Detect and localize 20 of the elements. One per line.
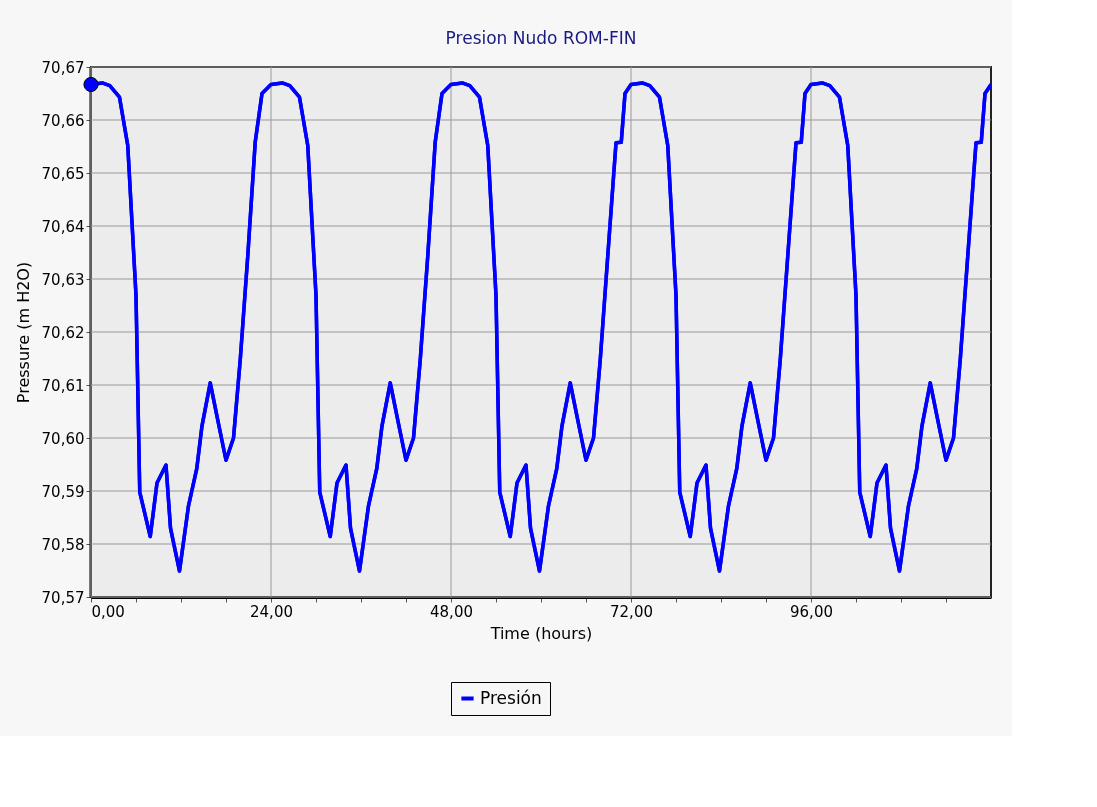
x-tick-label: 24,00	[250, 602, 293, 621]
x-tick-label: 48,00	[430, 602, 473, 621]
x-tick-label: 96,00	[790, 602, 833, 621]
y-axis-title: Pressure (m H2O)	[13, 261, 33, 404]
y-tick-label: 70,66	[41, 111, 85, 130]
y-tick-label: 70,57	[41, 588, 85, 607]
x-tick-label: 72,00	[610, 602, 653, 621]
legend-label: Presión	[480, 687, 542, 708]
y-tick-label: 70,63	[41, 270, 85, 289]
y-tick-label: 70,64	[41, 217, 85, 236]
y-tick-label: 70,65	[41, 164, 85, 183]
y-tick-label: 70,60	[41, 429, 85, 448]
y-tick-label: 70,62	[41, 323, 85, 342]
y-tick-label: 70,67	[41, 58, 85, 77]
y-tick-label: 70,59	[41, 482, 85, 501]
x-tick-label: 0,00	[91, 602, 125, 621]
chart-title: Presion Nudo ROM-FIN	[445, 28, 637, 48]
y-tick-label: 70,58	[41, 535, 85, 554]
y-tick-label: 70,61	[41, 376, 85, 395]
x-axis-title: Time (hours)	[489, 623, 593, 643]
